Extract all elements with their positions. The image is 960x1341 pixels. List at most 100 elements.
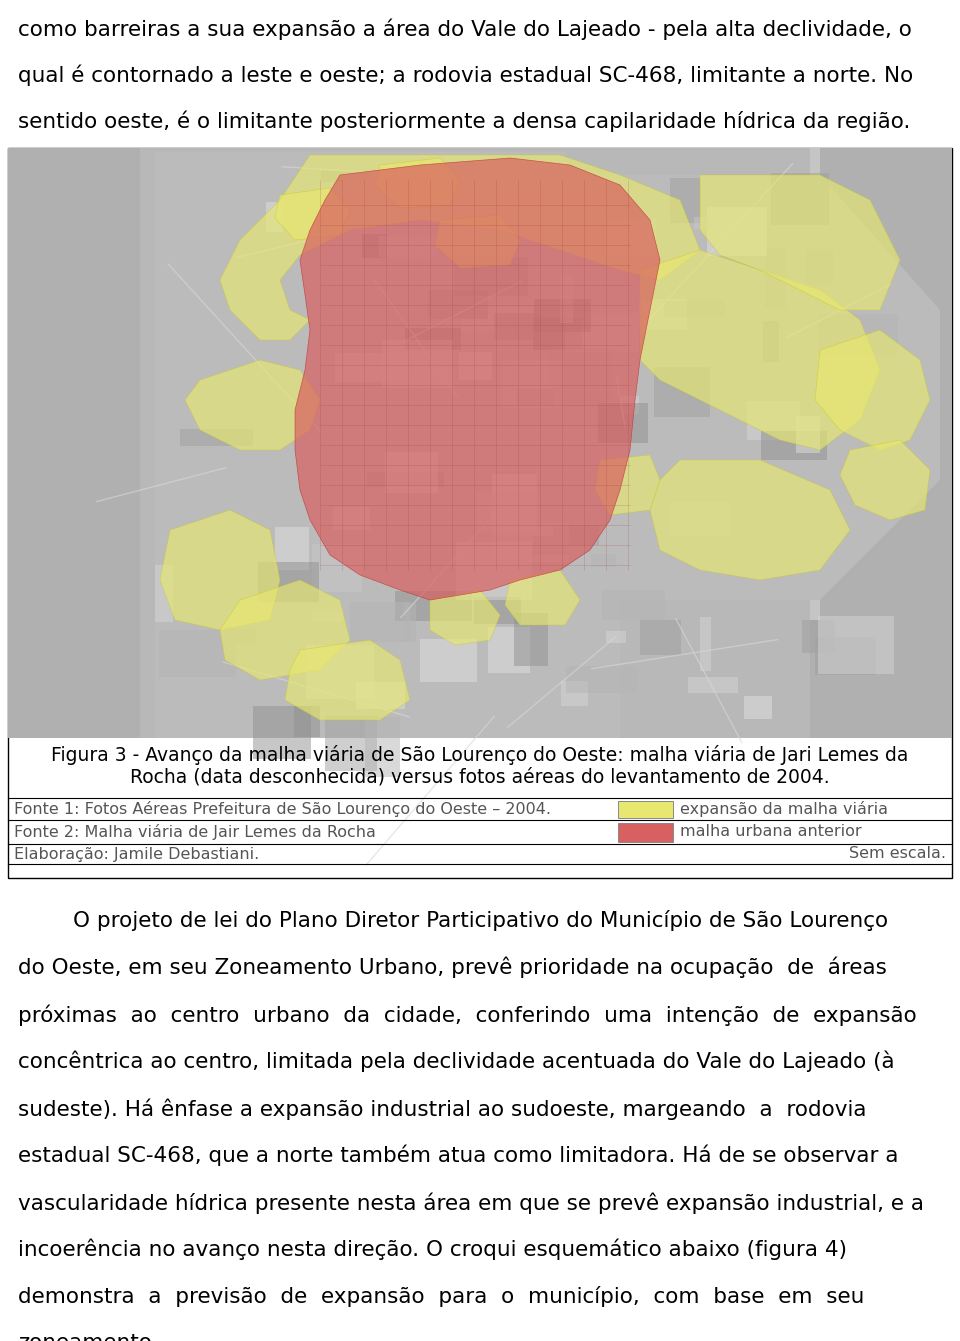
Polygon shape — [595, 455, 660, 515]
Text: sudeste). Há ênfase a expansão industrial ao sudoeste, margeando  a  rodovia: sudeste). Há ênfase a expansão industria… — [18, 1098, 867, 1120]
Bar — [565, 312, 639, 351]
Bar — [140, 148, 820, 620]
Bar — [590, 554, 616, 567]
Bar — [670, 178, 701, 223]
Bar — [456, 542, 532, 599]
Bar — [405, 327, 461, 350]
Bar — [760, 430, 828, 460]
Bar — [140, 148, 810, 738]
Bar — [598, 404, 648, 444]
Bar — [266, 202, 283, 232]
Bar — [305, 645, 374, 699]
Bar — [180, 429, 252, 447]
Bar — [362, 233, 387, 257]
Text: malha urbana anterior: malha urbana anterior — [680, 825, 862, 839]
Text: concêntrica ao centro, limitada pela declividade acentuada do Vale do Lajeado (à: concêntrica ao centro, limitada pela dec… — [18, 1051, 895, 1073]
Polygon shape — [815, 330, 930, 451]
Polygon shape — [640, 249, 880, 451]
Text: expansão da malha viária: expansão da malha viária — [680, 801, 888, 817]
Bar — [158, 630, 236, 677]
Bar — [566, 665, 637, 693]
Text: Fonte 2: Malha viária de Jair Lemes da Rocha: Fonte 2: Malha viária de Jair Lemes da R… — [14, 823, 376, 839]
Bar — [771, 173, 828, 225]
Bar — [818, 616, 894, 673]
Text: Sem escala.: Sem escala. — [849, 846, 946, 861]
Bar — [765, 248, 786, 307]
Bar — [489, 626, 530, 673]
Text: zoneamento.: zoneamento. — [18, 1333, 158, 1341]
Text: Figura 3 - Avanço da malha viária de São Lourenço do Oeste: malha viária de Jari: Figura 3 - Avanço da malha viária de São… — [51, 746, 909, 764]
Bar — [606, 630, 626, 642]
Bar — [502, 361, 563, 408]
Bar — [8, 148, 952, 878]
Bar — [379, 236, 438, 257]
Polygon shape — [155, 152, 940, 738]
Polygon shape — [185, 359, 320, 451]
Bar — [654, 366, 710, 417]
Polygon shape — [295, 158, 660, 599]
Text: Rocha (data desconhecida) versus fotos aéreas do levantamento de 2004.: Rocha (data desconhecida) versus fotos a… — [131, 767, 829, 786]
Text: vascularidade hídrica presente nesta área em que se prevê expansão industrial, e: vascularidade hídrica presente nesta áre… — [18, 1192, 924, 1214]
Bar — [553, 526, 599, 546]
Text: do Oeste, em seu Zoneamento Urbano, prevê prioridade na ocupação  de  áreas: do Oeste, em seu Zoneamento Urbano, prev… — [18, 957, 887, 979]
Bar — [796, 416, 821, 453]
Bar — [700, 617, 711, 670]
Text: Elaboração: Jamile Debastiani.: Elaboração: Jamile Debastiani. — [14, 846, 259, 861]
Text: demonstra  a  previsão  de  expansão  para  o  município,  com  base  em  seu: demonstra a previsão de expansão para o … — [18, 1286, 864, 1307]
Bar — [385, 452, 439, 493]
Bar — [459, 353, 492, 380]
Bar — [747, 401, 801, 440]
Polygon shape — [505, 570, 580, 625]
Bar — [671, 502, 732, 536]
Text: qual é contornado a leste e oeste; a rodovia estadual SC-468, limitante a norte.: qual é contornado a leste e oeste; a rod… — [18, 64, 913, 86]
Bar — [258, 562, 319, 602]
Polygon shape — [650, 460, 850, 581]
Bar — [494, 312, 540, 341]
Bar — [476, 492, 538, 531]
Polygon shape — [160, 510, 280, 630]
Bar — [229, 629, 256, 644]
Bar — [492, 523, 569, 562]
Bar — [549, 349, 613, 408]
Polygon shape — [275, 188, 350, 240]
Bar — [335, 353, 410, 382]
Bar — [333, 507, 371, 530]
Bar — [561, 681, 588, 707]
Bar — [428, 291, 488, 319]
Polygon shape — [285, 640, 410, 720]
Bar — [802, 620, 834, 653]
Bar — [763, 320, 779, 362]
Bar — [533, 316, 582, 350]
Bar — [324, 716, 377, 771]
Bar — [744, 696, 772, 719]
Bar — [321, 172, 368, 182]
Bar — [350, 602, 410, 641]
Bar — [605, 219, 656, 255]
Bar — [640, 620, 681, 654]
Bar — [492, 475, 538, 532]
Bar — [323, 209, 341, 233]
Polygon shape — [220, 156, 700, 341]
Bar — [395, 591, 471, 621]
Bar — [618, 822, 673, 842]
Bar — [367, 472, 444, 487]
Text: como barreiras a sua expansão a área do Vale do Lajeado - pela alta declividade,: como barreiras a sua expansão a área do … — [18, 17, 912, 39]
Bar — [533, 536, 570, 555]
Polygon shape — [375, 158, 460, 208]
Bar — [404, 602, 417, 642]
Bar — [420, 640, 477, 681]
Text: próximas  ao  centro  urbano  da  cidade,  conferindo  uma  intenção  de  expans: próximas ao centro urbano da cidade, con… — [18, 1004, 917, 1026]
Bar — [356, 681, 405, 709]
Bar — [156, 565, 173, 622]
Bar — [818, 314, 899, 355]
Bar — [694, 217, 710, 229]
Bar — [805, 249, 833, 284]
Text: sentido oeste, é o limitante posteriormente a densa capilaridade hídrica da regi: sentido oeste, é o limitante posteriorme… — [18, 110, 910, 131]
Bar — [294, 705, 321, 738]
Bar — [382, 341, 453, 388]
Text: Fonte 1: Fotos Aéreas Prefeitura de São Lourenço do Oeste – 2004.: Fonte 1: Fotos Aéreas Prefeitura de São … — [14, 801, 551, 817]
Bar — [311, 610, 343, 621]
Text: incoerência no avanço nesta direção. O croqui esquemático abaixo (figura 4): incoerência no avanço nesta direção. O c… — [18, 1239, 847, 1261]
Bar — [663, 300, 725, 316]
Text: estadual SC-468, que a norte também atua como limitadora. Há de se observar a: estadual SC-468, que a norte também atua… — [18, 1145, 899, 1167]
